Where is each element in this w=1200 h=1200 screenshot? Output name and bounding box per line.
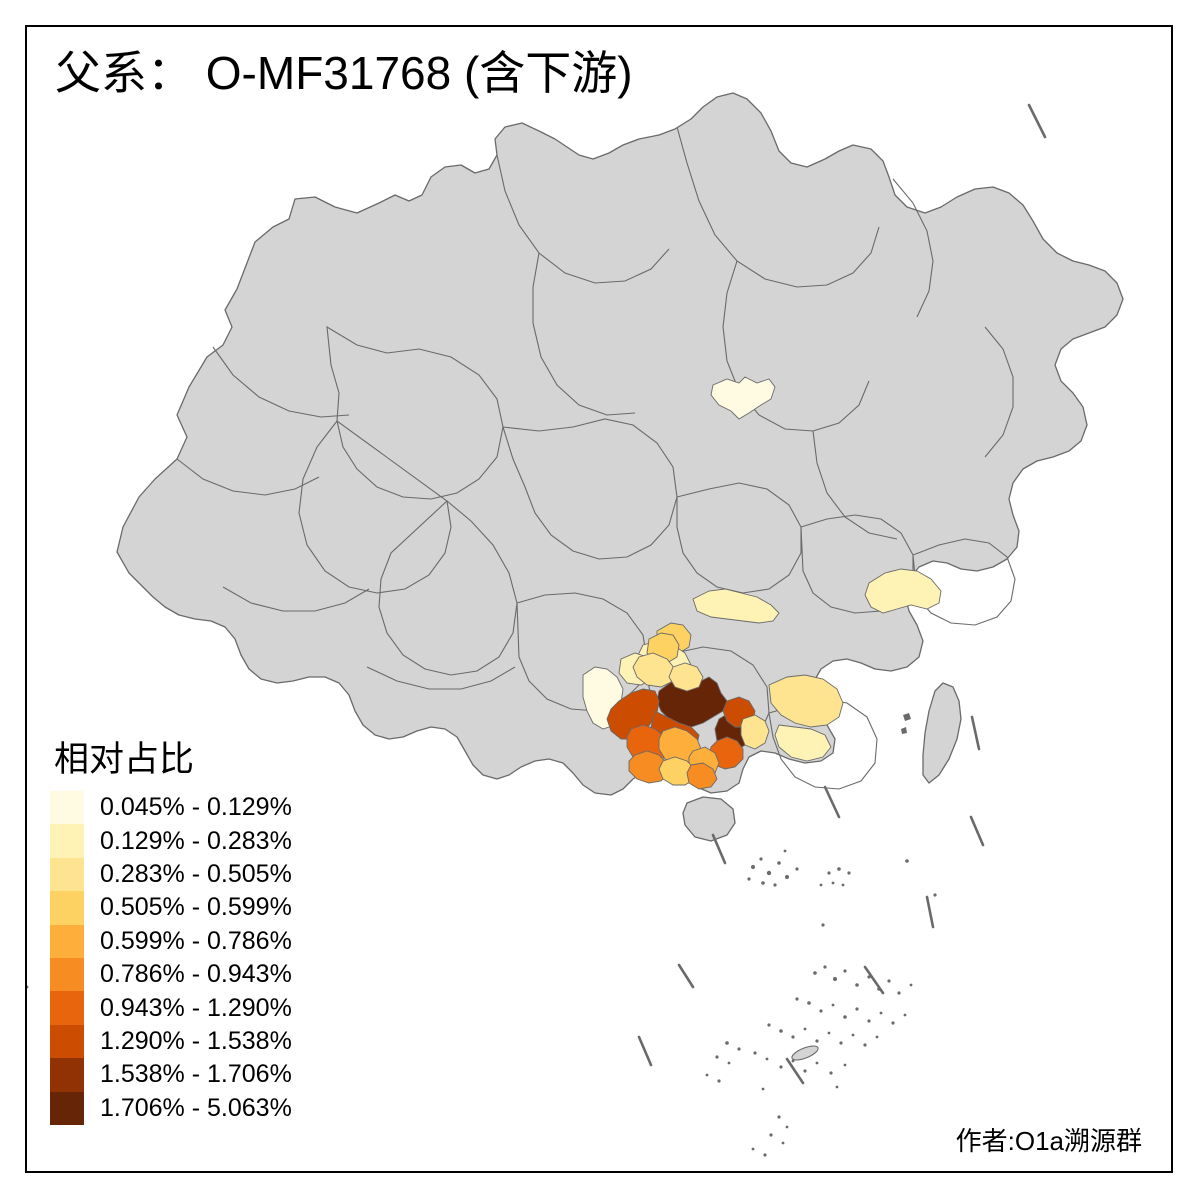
region-guangxi-far-east bbox=[740, 714, 770, 750]
legend-swatch bbox=[50, 924, 84, 958]
legend-title: 相对占比 bbox=[54, 740, 195, 779]
legend-label: 1.290% - 1.538% bbox=[100, 1026, 292, 1055]
legend-item[interactable]: 0.599% - 0.786% bbox=[50, 924, 380, 958]
region-guangxi-south-coast bbox=[686, 762, 718, 790]
region-hunan-shaded[interactable] bbox=[692, 588, 780, 624]
legend-label: 0.283% - 0.505% bbox=[100, 859, 292, 888]
china-choropleth-map[interactable]: .land { fill:#d4d4d4; stroke:#6a6a6a; st… bbox=[27, 27, 1171, 1171]
legend-label: 0.943% - 1.290% bbox=[100, 993, 292, 1022]
mainland-landmass bbox=[116, 92, 1124, 796]
legend-label: 0.129% - 0.283% bbox=[100, 826, 292, 855]
region-guangxi-north-pale-2 bbox=[668, 662, 704, 692]
legend-item[interactable]: 0.129% - 0.283% bbox=[50, 824, 380, 858]
legend-swatch bbox=[50, 824, 84, 858]
legend-label: 1.538% - 1.706% bbox=[100, 1060, 292, 1089]
legend-item[interactable]: 0.505% - 0.599% bbox=[50, 891, 380, 925]
region-guangxi-southwest bbox=[628, 750, 670, 784]
legend-item[interactable]: 1.290% - 1.538% bbox=[50, 1024, 380, 1059]
author-credit: 作者:O1a溯源群 bbox=[955, 1126, 1142, 1156]
legend-label: 0.599% - 0.786% bbox=[100, 926, 292, 955]
legend-item[interactable]: 0.786% - 0.943% bbox=[50, 957, 380, 992]
legend-label: 1.706% - 5.063% bbox=[100, 1093, 292, 1122]
south-china-sea-islands bbox=[27, 849, 937, 1157]
legend-label: 0.505% - 0.599% bbox=[100, 893, 292, 922]
legend-swatch bbox=[50, 991, 84, 1025]
legend-item[interactable]: 1.706% - 5.063% bbox=[50, 1091, 380, 1125]
legend-item[interactable]: 1.538% - 1.706% bbox=[50, 1058, 380, 1092]
region-guangdong-west-shaded[interactable] bbox=[768, 674, 844, 762]
legend-swatch bbox=[50, 1024, 84, 1059]
region-zhejiang-shaded[interactable] bbox=[864, 568, 942, 614]
legend-swatch bbox=[50, 891, 84, 925]
region-guangxi-cluster[interactable] bbox=[606, 632, 770, 790]
legend-item[interactable]: 0.283% - 0.505% bbox=[50, 857, 380, 892]
legend-swatch bbox=[50, 1058, 84, 1092]
legend-swatch bbox=[50, 791, 84, 825]
region-shanxi-shaded[interactable] bbox=[710, 376, 776, 420]
legend-item[interactable]: 0.943% - 1.290% bbox=[50, 991, 380, 1025]
page-title: 父系： O-MF31768 (含下游) bbox=[55, 47, 633, 99]
legend-swatch bbox=[50, 1091, 84, 1125]
legend-item[interactable]: 0.045% - 0.129% bbox=[50, 791, 380, 825]
legend-swatch bbox=[50, 957, 84, 992]
legend-label: 0.045% - 0.129% bbox=[100, 793, 292, 822]
hainan-island bbox=[682, 796, 736, 842]
legend: 相对占比 0.045% - 0.129% 0.129% - 0.283% 0.2… bbox=[50, 742, 380, 1125]
legend-label: 0.786% - 0.943% bbox=[100, 960, 292, 989]
taiwan-island bbox=[901, 682, 962, 784]
legend-swatch bbox=[50, 857, 84, 892]
region-guangxi-north-pale bbox=[632, 652, 676, 688]
